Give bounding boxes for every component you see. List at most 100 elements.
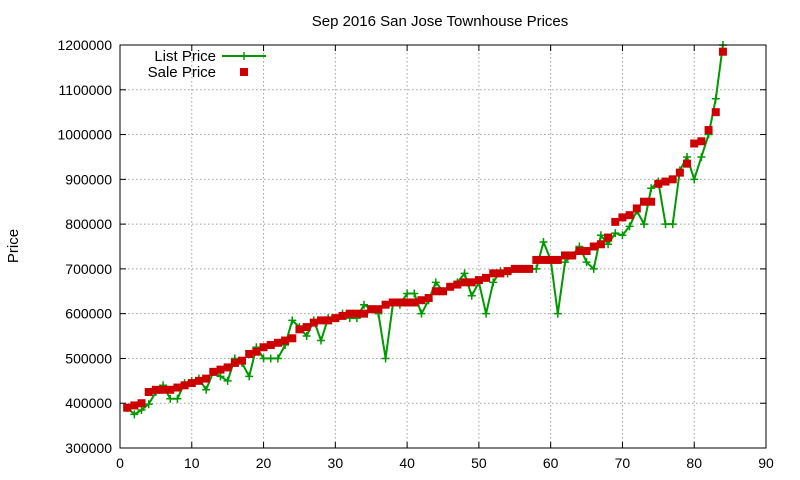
sale-price-point — [144, 388, 153, 397]
y-tick-label: 1100000 — [59, 82, 113, 98]
list-price-point — [589, 264, 598, 273]
sale-price-point — [245, 349, 254, 358]
sale-price-point — [288, 334, 297, 343]
list-price-point — [539, 238, 548, 247]
sale-price-point — [123, 403, 132, 412]
y-tick-label: 500000 — [65, 350, 112, 366]
sale-price-point — [395, 298, 404, 307]
sale-price-point — [180, 381, 189, 390]
x-tick-label: 40 — [399, 455, 415, 471]
grid — [120, 45, 766, 448]
sale-price-point — [223, 363, 232, 372]
sale-price-point — [137, 399, 146, 408]
legend-label-sale-price: Sale Price — [148, 64, 216, 81]
sale-price-point — [446, 282, 455, 291]
list-price-point — [532, 264, 541, 273]
sale-price-point — [324, 316, 333, 325]
sale-price-point — [216, 365, 225, 374]
sale-price-point — [338, 311, 347, 320]
y-tick-label: 1200000 — [57, 37, 112, 53]
legend-label-list-price: List Price — [154, 48, 216, 65]
legend-marker-list-price — [240, 52, 248, 60]
list-price-point — [467, 291, 476, 300]
sale-price-point — [675, 168, 684, 177]
list-price-point — [561, 258, 570, 267]
sale-price-point — [388, 298, 397, 307]
sale-price-point — [273, 338, 282, 347]
sale-price-point — [417, 296, 426, 305]
list-price-point — [245, 372, 254, 381]
sale-price-point — [668, 175, 677, 184]
list-price-line — [126, 44, 724, 416]
sale-price-point — [510, 264, 519, 273]
list-price-point — [668, 220, 677, 229]
sale-price-point — [561, 251, 570, 260]
list-price-point — [403, 289, 412, 298]
sale-price-point — [309, 318, 318, 327]
sale-price-point — [403, 298, 412, 307]
x-tick-label: 50 — [471, 455, 487, 471]
list-price-point — [216, 372, 225, 381]
x-tick-label: 70 — [615, 455, 631, 471]
list-price-point — [582, 258, 591, 267]
list-price-point — [460, 269, 469, 278]
list-price-point — [683, 152, 692, 161]
sale-price-point — [151, 385, 160, 394]
sale-price-point — [410, 298, 419, 307]
list-price-point — [417, 309, 426, 318]
list-price-point — [661, 220, 670, 229]
legend: List Price Sale Price — [148, 48, 266, 81]
sale-price-point — [360, 309, 369, 318]
list-price-point — [173, 394, 182, 403]
sale-price-point — [381, 300, 390, 309]
list-price-point — [288, 316, 297, 325]
y-tick-label: 900000 — [65, 171, 112, 187]
x-tick-label: 0 — [116, 455, 124, 471]
sale-price-point — [525, 264, 534, 273]
y-tick-label: 600000 — [65, 306, 112, 322]
series-marks — [123, 41, 727, 419]
sale-price-point — [238, 356, 247, 365]
axis-ticks: 0 10 20 30 40 50 60 70 80 90 300000 400000 500000 600… — [57, 37, 774, 471]
sale-price-point — [230, 358, 239, 367]
list-price-point — [596, 231, 605, 240]
y-tick-label: 700000 — [65, 261, 112, 277]
list-price-point — [697, 152, 706, 161]
sale-price-point — [618, 213, 627, 222]
sale-price-point — [474, 276, 483, 285]
x-tick-label: 60 — [543, 455, 559, 471]
list-price-point — [431, 278, 440, 287]
sale-price-point — [539, 255, 548, 264]
sale-price-point — [532, 255, 541, 264]
sale-price-point — [489, 269, 498, 278]
list-price-point — [647, 184, 656, 193]
list-price-point — [604, 240, 613, 249]
list-price-point — [316, 336, 325, 345]
list-price-point — [690, 175, 699, 184]
sale-price-point — [352, 309, 361, 318]
y-tick-label: 400000 — [65, 395, 112, 411]
sale-price-point — [166, 385, 175, 394]
sale-price-point — [302, 323, 311, 332]
list-price-point — [259, 354, 268, 363]
x-tick-label: 80 — [686, 455, 702, 471]
sale-price-point — [661, 177, 670, 186]
sale-price-point — [173, 383, 182, 392]
list-price-point — [625, 222, 634, 231]
sale-price-point — [575, 246, 584, 255]
plot-frame — [119, 44, 767, 449]
sale-price-point — [295, 325, 304, 334]
list-price-point — [618, 231, 627, 240]
list-price-point — [611, 229, 620, 238]
sale-price-point — [654, 179, 663, 188]
sale-price-point — [611, 217, 620, 226]
sale-price-point — [503, 267, 512, 276]
y-tick-label: 800000 — [65, 216, 112, 232]
list-price-point — [166, 394, 175, 403]
sale-price-point — [467, 278, 476, 287]
list-price-point — [266, 354, 275, 363]
sale-price-point — [460, 278, 469, 287]
x-tick-label: 20 — [256, 455, 272, 471]
sale-price-point — [331, 314, 340, 323]
